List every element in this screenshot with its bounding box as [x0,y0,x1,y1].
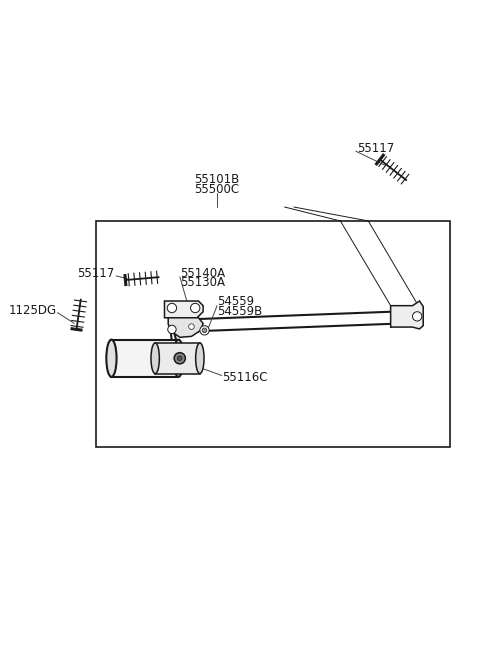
Bar [111,340,179,377]
Text: 55116C: 55116C [222,371,267,384]
Polygon shape [391,301,423,329]
Bar [96,221,450,447]
Circle shape [189,324,194,329]
Circle shape [168,325,176,334]
Text: 55140A: 55140A [180,266,225,279]
Text: 55117: 55117 [77,266,115,279]
Circle shape [412,312,422,321]
Text: 54559B: 54559B [217,305,263,318]
Text: 55101B: 55101B [194,173,240,186]
Polygon shape [165,301,203,318]
Circle shape [202,328,207,333]
Ellipse shape [151,343,159,374]
Bar [155,343,200,374]
Circle shape [168,303,177,313]
Circle shape [191,303,200,313]
Ellipse shape [106,340,117,377]
Text: 55500C: 55500C [194,183,240,196]
Ellipse shape [196,343,204,374]
Ellipse shape [173,340,183,377]
Text: 54559: 54559 [217,295,254,308]
Text: 55130A: 55130A [180,276,225,289]
Text: 1125DG: 1125DG [9,304,57,318]
Text: 55117: 55117 [357,142,394,155]
Circle shape [174,353,185,364]
Polygon shape [187,323,198,331]
Circle shape [200,325,209,335]
Polygon shape [168,318,203,337]
Circle shape [178,356,182,361]
